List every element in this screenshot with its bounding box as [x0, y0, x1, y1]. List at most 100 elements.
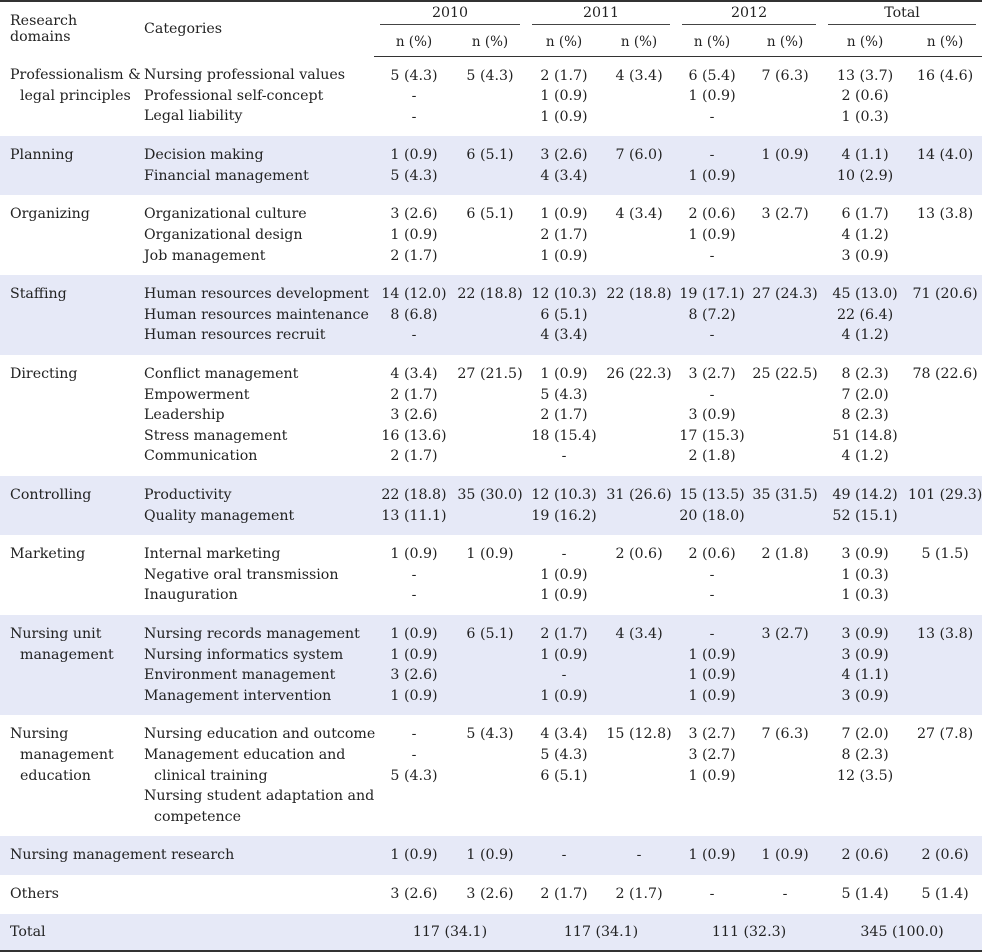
value-text: 1 (0.9) — [688, 847, 736, 864]
category-label: Quality management — [144, 507, 295, 524]
subheader-row: n (%) n (%) n (%) n (%) n (%) n (%) n (%… — [0, 28, 982, 57]
value-text: 2 (1.7) — [540, 885, 588, 902]
value-text: 2 (1.7) — [540, 227, 588, 244]
value-text: 1 (0.9) — [540, 108, 588, 125]
value-text: 8 (2.3) — [841, 746, 889, 763]
value-text: 111 (32.3) — [711, 923, 787, 940]
value-cell-c2010a: 1 (0.9) 1 (0.9) 3 (2.6) 1 (0.9) — [374, 614, 454, 716]
value-cell-c2012a: 15 (13.5) 20 (18.0) — [676, 476, 749, 536]
value-text: 3 (0.9) — [688, 407, 736, 424]
value-text: 5 (4.3) — [390, 167, 438, 184]
category-label: Stress management — [144, 427, 288, 444]
research-domain-label: Organizing — [10, 206, 90, 223]
value-text: 3 (2.6) — [466, 885, 514, 902]
value-text: 2 (0.6) — [688, 206, 736, 223]
value-cell-c2011b: 4 (3.4) — [602, 614, 677, 716]
value-cell: 5 (1.4) — [822, 875, 908, 914]
value-text: 5 (4.3) — [390, 767, 438, 784]
value-text: 25 (22.5) — [752, 366, 818, 383]
value-cell-c2011b: 15 (12.8) — [602, 715, 676, 836]
value-text: 2 (1.7) — [390, 247, 438, 264]
value-text: 3 (2.7) — [688, 366, 736, 383]
value-cell-ctotb: 27 (7.8) — [908, 715, 982, 836]
subheader-n-pct: n (%) — [676, 28, 749, 57]
subheader-n-pct: n (%) — [908, 28, 982, 57]
value-text: 3 (2.6) — [390, 885, 438, 902]
value-cell: 3 (2.6) — [374, 875, 454, 914]
categories-cell: Human resources development Human resourc… — [138, 275, 374, 356]
value-text: 16 (4.6) — [916, 67, 974, 84]
value-text: 3 (2.6) — [540, 147, 588, 164]
value-text: 2 (1.7) — [540, 625, 588, 642]
value-text: 6 (1.7) — [841, 206, 889, 223]
research-domain-label: Directing — [10, 366, 78, 383]
value-text: 14 (12.0) — [381, 286, 447, 303]
value-text: 6 (5.1) — [466, 625, 514, 642]
value-text: 12 (10.3) — [531, 487, 597, 503]
value-text: 3 (0.9) — [841, 625, 889, 642]
value-text: 4 (3.4) — [390, 366, 438, 383]
value-text: 1 (0.9) — [390, 625, 438, 642]
value-text: 18 (15.4) — [531, 427, 597, 444]
value-cell-c2012b: 27 (24.3) — [748, 275, 823, 356]
value-cell-ctota: 3 (0.9) 3 (0.9) 4 (1.1) 3 (0.9) — [822, 614, 909, 716]
value-text: 1 (0.9) — [466, 847, 514, 864]
category-label: Human resources recruit — [144, 327, 326, 344]
value-text: 1 (0.9) — [761, 147, 809, 164]
value-cell-c2012b: 7 (6.3) — [748, 56, 822, 136]
value-cell-ctota: 49 (14.2) 52 (15.1) — [822, 476, 909, 536]
value-text: - — [636, 847, 642, 864]
value-text: 35 (31.5) — [752, 487, 818, 503]
value-cell-c2010b: 35 (30.0) — [454, 476, 527, 536]
value-cell-ctotb: 16 (4.6) — [908, 56, 982, 136]
value-text: 1 (0.9) — [540, 366, 588, 383]
value-text: - — [709, 625, 715, 642]
total-value-cell: 111 (32.3) — [676, 913, 823, 952]
value-text: 5 (1.5) — [921, 546, 969, 563]
value-text: 3 (2.6) — [390, 206, 438, 223]
value-cell-ctota: 45 (13.0) 22 (6.4) 4 (1.2) — [822, 275, 909, 356]
category-label: Nursing professional values — [144, 67, 346, 83]
table-row: Marketing Internal marketing Negative oral… — [0, 535, 982, 615]
value-text: 2 (0.6) — [688, 546, 736, 563]
value-text: 1 (0.9) — [688, 88, 736, 105]
value-text: 3 (2.6) — [390, 407, 438, 424]
header-year-2010: 2010 — [374, 0, 527, 28]
subheader-n-pct: n (%) — [748, 28, 823, 57]
value-text: 5 (4.3) — [466, 726, 514, 743]
value-cell-c2011b: 4 (3.4) — [602, 195, 676, 275]
value-cell-c2010b: 27 (21.5) — [454, 355, 526, 476]
research-domain-cell: Planning — [0, 136, 138, 196]
value-text: 3 (2.7) — [761, 206, 809, 223]
categories-cell: Nursing education and outcome Management … — [138, 715, 375, 836]
categories-cell: Nursing professional values Professional … — [138, 56, 374, 136]
category-label: Empowerment — [144, 386, 250, 403]
table-row: Directing Conflict management Empowerment L… — [0, 355, 982, 476]
value-text: 1 (0.9) — [390, 147, 438, 164]
table-row-research: Nursing management research 1 (0.9) 1 (0.9… — [0, 836, 982, 875]
research-domain-label: Marketing — [10, 546, 86, 563]
value-text: - — [709, 587, 715, 604]
value-cell-c2012a: 19 (17.1) 8 (7.2) - — [676, 275, 749, 356]
table-row-total: Total 117 (34.1) 117 (34.1) 111 (32.3) 345 (… — [0, 913, 982, 952]
value-text: 2 (1.7) — [615, 885, 663, 902]
categories-cell: Decision making Financial management — [138, 136, 374, 196]
value-text: 4 (1.2) — [841, 448, 889, 465]
value-cell-c2010a: 3 (2.6) 1 (0.9) 2 (1.7) — [374, 195, 454, 275]
value-text: - — [411, 108, 417, 125]
value-text: 8 (2.3) — [841, 366, 889, 383]
research-domain-cell: Professionalism & legal principles — [0, 56, 141, 136]
value-text: 12 (3.5) — [836, 767, 894, 784]
subheader-n-pct: n (%) — [602, 28, 677, 57]
value-text: 4 (3.4) — [540, 327, 588, 344]
value-cell-c2012a: 3 (2.7) - 3 (0.9) 17 (15.3) 2 (1.8) — [676, 355, 748, 476]
value-text: 15 (13.5) — [679, 487, 745, 503]
value-cell: - — [676, 875, 748, 914]
value-text: - — [709, 108, 715, 125]
value-text: 1 (0.9) — [688, 227, 736, 244]
value-cell-ctota: 6 (1.7) 4 (1.2) 3 (0.9) — [822, 195, 908, 275]
value-cell-c2012a: - 1 (0.9) — [676, 136, 749, 196]
research-domain-cell: Marketing — [0, 535, 138, 615]
category-label: Organizational culture — [144, 206, 307, 223]
